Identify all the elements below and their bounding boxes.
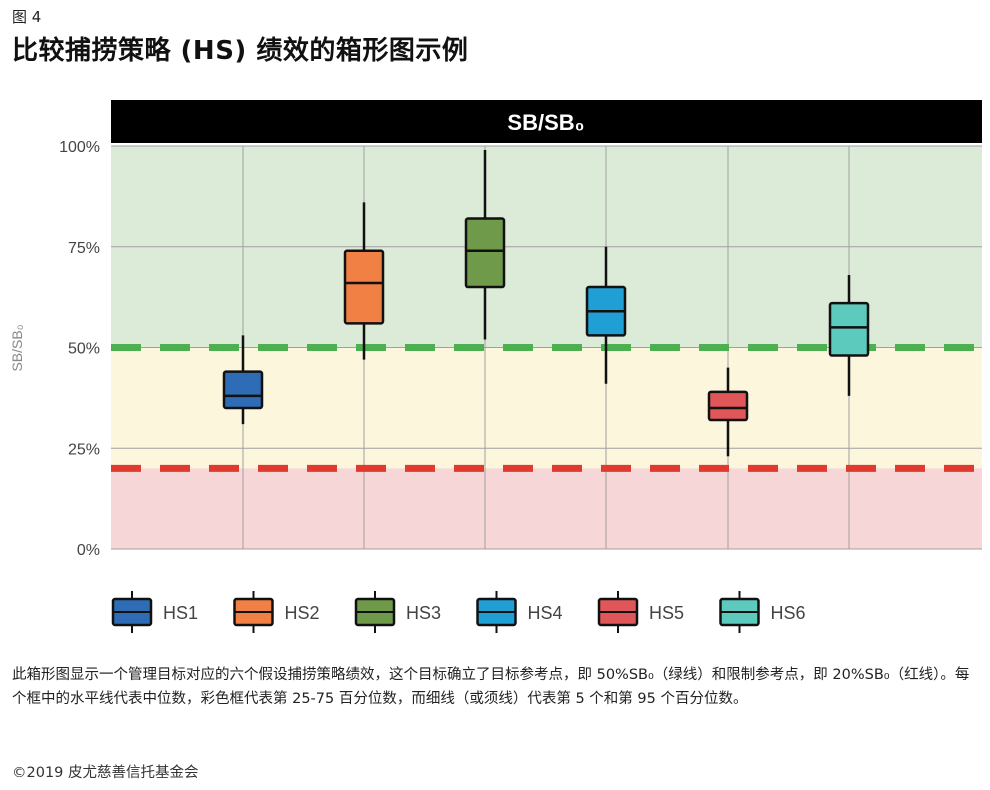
chart-header-bar	[111, 100, 982, 143]
y-axis-ticks: 0% 25% 50% 75% 100%	[59, 139, 100, 559]
box-plot-chart: SB/SB₀ SB/SB₀ 0%25%50%75%100% HS1 HS2 HS3 H…	[9, 100, 982, 633]
figure-label: 图 4	[12, 8, 42, 26]
boxes	[222, 150, 870, 457]
chart-header-text: SB/SB₀	[507, 110, 584, 135]
box-hs6	[828, 301, 870, 357]
legend-label-hs3: HS3	[406, 603, 441, 623]
box-hs5	[707, 390, 749, 422]
zone-band-2	[111, 468, 982, 549]
legend-label-hs6: HS6	[771, 603, 806, 623]
y-tick-label: 25%	[68, 441, 100, 458]
legend: HS1 HS2 HS3 HS4 HS5 HS6	[111, 591, 806, 633]
legend-label-hs1: HS1	[163, 603, 198, 623]
y-tick-label: 50%	[68, 341, 100, 358]
legend-label-hs5: HS5	[649, 603, 684, 623]
y-tick-label: 0%	[77, 542, 100, 559]
box-hs1	[222, 370, 264, 410]
legend-label-hs4: HS4	[528, 603, 563, 623]
chart-title: 比较捕捞策略 (HS) 绩效的箱形图示例	[12, 36, 469, 66]
legend-label-hs2: HS2	[285, 603, 320, 623]
y-tick-label: 75%	[68, 240, 100, 257]
box-hs3	[464, 217, 506, 289]
y-tick-label: 100%	[59, 139, 100, 156]
y-axis-label: SB/SB₀	[9, 324, 25, 371]
box-hs2	[343, 249, 385, 325]
copyright-notice: ©2019 皮尤慈善信托基金会	[12, 765, 199, 781]
figure-caption: 此箱形图显示一个管理目标对应的六个假设捕捞策略绩效，这个目标确立了目标参考点，即…	[12, 667, 970, 707]
